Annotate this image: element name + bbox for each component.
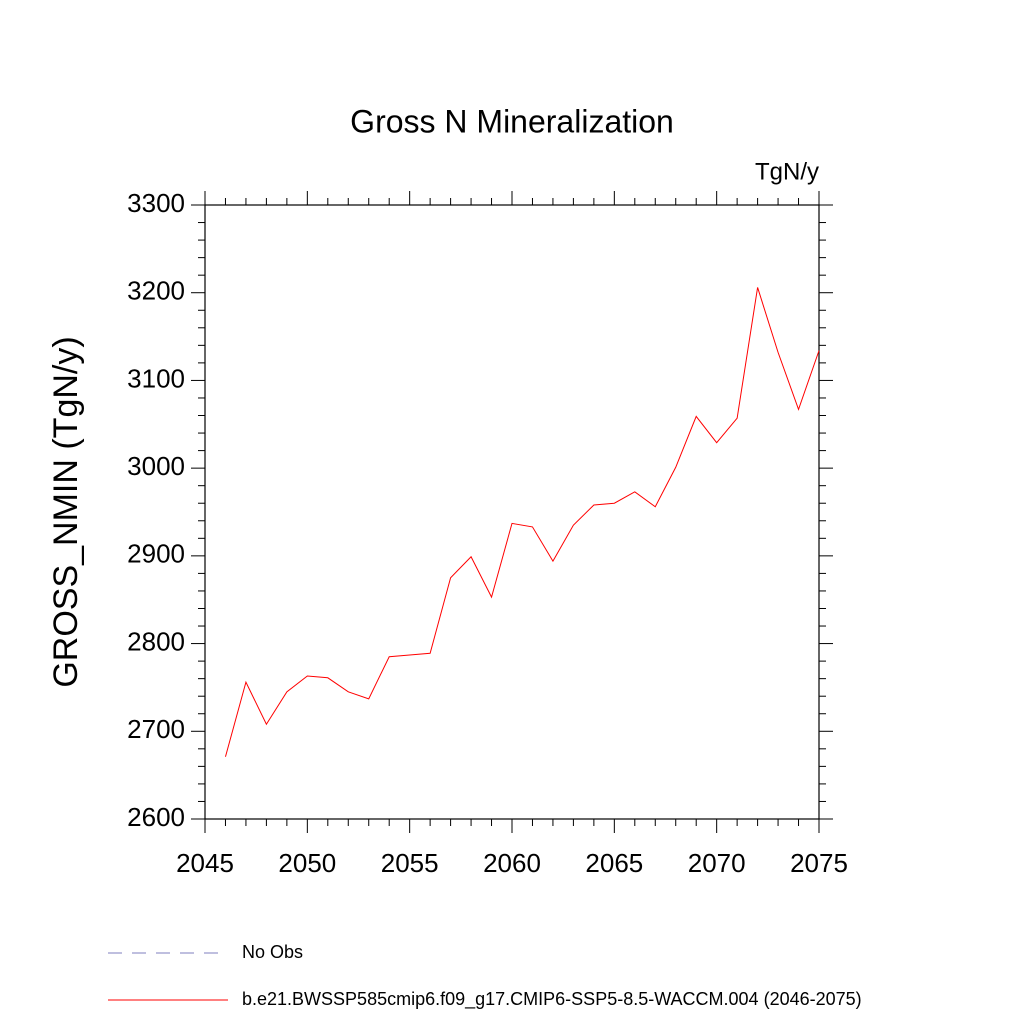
y-tick-label: 2600 (127, 802, 185, 832)
x-tick-label: 2075 (790, 848, 848, 878)
y-tick-label: 3100 (127, 363, 185, 393)
x-tick-label: 2065 (585, 848, 643, 878)
x-tick-label: 2055 (381, 848, 439, 878)
chart-title: Gross N Mineralization (350, 103, 674, 139)
x-tick-label: 2045 (176, 848, 234, 878)
y-tick-label: 2700 (127, 714, 185, 744)
x-tick-label: 2070 (688, 848, 746, 878)
x-tick-label: 2050 (278, 848, 336, 878)
y-tick-label: 2800 (127, 626, 185, 656)
y-tick-label: 3300 (127, 188, 185, 218)
x-tick-label: 2060 (483, 848, 541, 878)
data-line (224, 287, 820, 757)
y-tick-label: 3200 (127, 276, 185, 306)
plot-frame (204, 204, 820, 820)
legend-label: No Obs (242, 942, 303, 962)
legend-label: b.e21.BWSSP585cmip6.f09_g17.CMIP6-SSP5-8… (242, 989, 862, 1010)
units-label: TgN/y (755, 158, 819, 185)
y-tick-label: 3000 (127, 451, 185, 481)
y-tick-label: 2900 (127, 539, 185, 569)
y-axis-label: GROSS_NMIN (TgN/y) (47, 336, 85, 687)
